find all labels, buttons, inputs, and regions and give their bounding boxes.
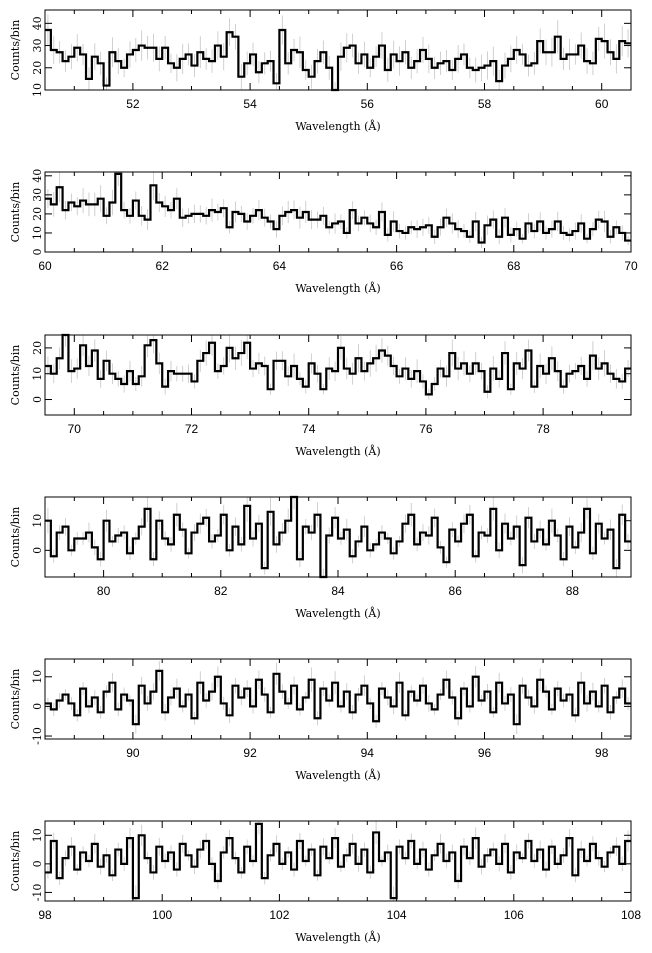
x-axis-title: Wavelength (Å) bbox=[295, 281, 380, 295]
y-axis-title: Counts/bin bbox=[9, 345, 22, 406]
spectrum-panel-5: 90 92 94 96 98 -10 0 10 Wavelength (Å) Counts/bin bbox=[9, 658, 632, 782]
x-tick-label: 74 bbox=[302, 422, 316, 436]
y-tick-label: 0 bbox=[31, 396, 44, 403]
y-axis-title: Counts/bin bbox=[9, 831, 22, 892]
x-tick-label: 52 bbox=[126, 97, 140, 111]
x-tick-label: 84 bbox=[331, 584, 345, 598]
x-tick-label: 60 bbox=[38, 259, 52, 273]
spectrum-panel-3: 70 72 74 76 78 0 10 20 Wavelength (Å) Counts/bin bbox=[9, 333, 632, 458]
x-tick-label: 98 bbox=[595, 746, 609, 760]
x-tick-label: 100 bbox=[152, 908, 172, 922]
spectrum-step-line bbox=[45, 822, 631, 900]
x-tick-label: 58 bbox=[478, 97, 492, 111]
x-tick-label: 60 bbox=[595, 97, 609, 111]
y-tick-label: 40 bbox=[31, 16, 44, 30]
spectrum-panel-6: 98 100 102 104 106 108 -10 0 10 Wavelength (Å) Cou… bbox=[9, 820, 641, 944]
spectrum-step-line bbox=[45, 172, 631, 244]
y-tick-label: 30 bbox=[31, 39, 44, 53]
x-tick-label: 94 bbox=[361, 746, 375, 760]
x-tick-label: 68 bbox=[507, 259, 521, 273]
x-tick-label: 108 bbox=[621, 908, 641, 922]
x-tick-label: 54 bbox=[243, 97, 257, 111]
y-tick-label: 10 bbox=[31, 670, 44, 684]
x-tick-label: 72 bbox=[185, 422, 199, 436]
spectrum-panel-2: 60 62 64 66 68 70 0 10 20 30 40 Wavelength (Å) Count… bbox=[9, 169, 638, 295]
x-tick-label: 76 bbox=[419, 422, 433, 436]
x-axis-title: Wavelength (Å) bbox=[295, 930, 380, 944]
y-axis-title: Counts/bin bbox=[9, 669, 22, 730]
y-tick-label: -10 bbox=[31, 727, 44, 745]
x-tick-label: 62 bbox=[156, 259, 170, 273]
spectrum-step-line bbox=[45, 28, 631, 92]
y-tick-label: 20 bbox=[31, 341, 44, 355]
spectrum-panel-4: 80 82 84 86 88 0 10 Wavelength (Å) Counts/bin bbox=[9, 495, 632, 620]
y-axis-title: Counts/bin bbox=[9, 20, 22, 81]
error-bars bbox=[47, 497, 629, 577]
x-axis-title: Wavelength (Å) bbox=[295, 768, 380, 782]
spectrum-step-line bbox=[45, 669, 631, 726]
y-tick-label: 0 bbox=[31, 249, 44, 256]
y-tick-label: 0 bbox=[31, 703, 44, 710]
x-axis-title: Wavelength (Å) bbox=[295, 119, 380, 133]
x-tick-label: 90 bbox=[126, 746, 140, 760]
x-tick-label: 56 bbox=[361, 97, 375, 111]
spectrum-panel-1: 52 54 56 58 60 10 20 30 40 Wavelength (Å) Counts/b… bbox=[9, 9, 632, 133]
x-axis-title: Wavelength (Å) bbox=[295, 444, 380, 458]
y-tick-label: 10 bbox=[31, 367, 44, 381]
error-bars bbox=[47, 172, 629, 248]
x-tick-label: 70 bbox=[68, 422, 82, 436]
x-tick-label: 96 bbox=[478, 746, 492, 760]
x-tick-label: 70 bbox=[624, 259, 638, 273]
y-tick-label: -10 bbox=[31, 884, 44, 902]
x-tick-label: 98 bbox=[38, 908, 52, 922]
y-axis-title: Counts/bin bbox=[9, 507, 22, 568]
x-tick-label: 106 bbox=[504, 908, 524, 922]
y-tick-label: 30 bbox=[31, 188, 44, 202]
x-tick-label: 102 bbox=[269, 908, 289, 922]
x-tick-label: 64 bbox=[273, 259, 287, 273]
x-tick-label: 88 bbox=[566, 584, 580, 598]
x-tick-label: 78 bbox=[536, 422, 550, 436]
y-tick-label: 10 bbox=[31, 514, 44, 528]
y-tick-label: 20 bbox=[31, 61, 44, 75]
y-tick-label: 10 bbox=[31, 83, 44, 97]
x-axis-title: Wavelength (Å) bbox=[295, 606, 380, 620]
y-tick-label: 40 bbox=[31, 169, 44, 183]
x-tick-label: 80 bbox=[97, 584, 111, 598]
y-tick-label: 0 bbox=[31, 547, 44, 554]
x-tick-label: 66 bbox=[390, 259, 404, 273]
y-tick-label: 0 bbox=[31, 860, 44, 867]
y-axis-title: Counts/bin bbox=[9, 182, 22, 243]
x-tick-label: 92 bbox=[243, 746, 257, 760]
spectrum-step-line bbox=[45, 333, 631, 396]
y-tick-label: 10 bbox=[31, 828, 44, 842]
x-tick-label: 104 bbox=[387, 908, 407, 922]
y-tick-label: 20 bbox=[31, 207, 44, 221]
spectrum-step-line bbox=[45, 495, 631, 579]
x-tick-label: 86 bbox=[449, 584, 463, 598]
x-tick-label: 82 bbox=[214, 584, 228, 598]
y-tick-label: 10 bbox=[31, 226, 44, 240]
